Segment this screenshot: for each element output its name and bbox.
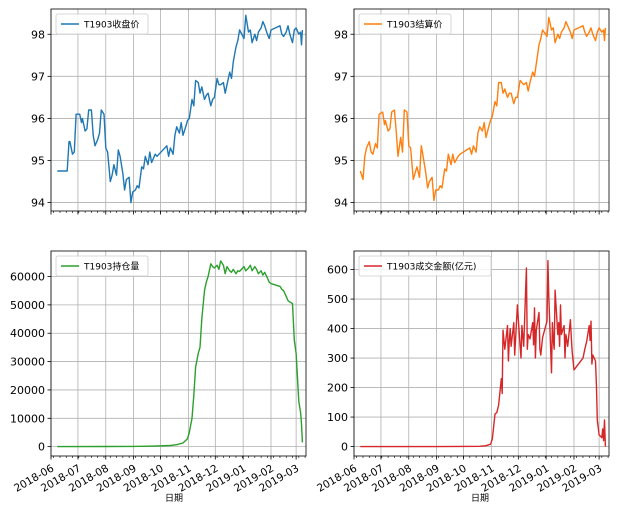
y-tick-label: 500 — [327, 293, 348, 306]
axes-frame — [353, 8, 610, 212]
y-tick-label: 0 — [38, 441, 45, 454]
axes-frame — [50, 250, 307, 457]
y-tick-label: 95 — [31, 155, 45, 168]
legend: T1903收盘价 — [55, 13, 149, 35]
plot-area — [354, 251, 609, 456]
y-tick-label: 0 — [341, 441, 348, 454]
legend: T1903成交金额(亿元) — [358, 255, 492, 277]
legend-label: T1903持仓量 — [83, 261, 139, 273]
legend-label: T1903结算价 — [386, 19, 442, 31]
y-tick-label: 94 — [334, 197, 348, 210]
legend-box — [55, 255, 149, 277]
plot-area — [51, 251, 306, 456]
y-tick-label: 60000 — [10, 271, 45, 284]
y-tick-label: 20000 — [10, 384, 45, 397]
turnover-chart: 2018-062018-072018-082018-092018-102018-… — [315, 250, 610, 495]
x-axis-label-right: 日期 — [471, 493, 489, 504]
y-tick-label: 97 — [31, 70, 45, 83]
y-tick-label: 97 — [334, 70, 348, 83]
y-tick-label: 96 — [334, 112, 348, 125]
legend-label: T1903成交金额(亿元) — [386, 261, 476, 273]
y-tick-label: 30000 — [10, 356, 45, 369]
open-interest-chart: 2018-062018-072018-082018-092018-102018-… — [10, 250, 307, 495]
plot-area — [354, 9, 609, 211]
y-tick-label: 10000 — [10, 412, 45, 425]
y-tick-label: 95 — [334, 155, 348, 168]
series-line — [57, 14, 304, 204]
y-tick-label: 200 — [327, 382, 348, 395]
plot-area — [51, 9, 306, 211]
legend-box — [358, 255, 492, 277]
axes-frame — [353, 250, 610, 457]
y-tick-label: 94 — [31, 197, 45, 210]
series-line — [359, 16, 607, 202]
y-tick-label: 100 — [327, 411, 348, 424]
y-tick-label: 40000 — [10, 327, 45, 340]
legend-box — [55, 13, 149, 35]
price-close-chart: 94 95 96 97 98 T1903收盘价 — [31, 8, 307, 215]
series-line — [360, 260, 607, 448]
y-tick-label: 98 — [31, 28, 45, 41]
legend: T1903持仓量 — [55, 255, 149, 277]
series-line — [57, 260, 304, 448]
legend: T1903结算价 — [358, 13, 452, 35]
y-tick-label: 50000 — [10, 299, 45, 312]
y-tick-label: 400 — [327, 323, 348, 336]
y-tick-label: 300 — [327, 352, 348, 365]
y-tick-label: 98 — [334, 28, 348, 41]
legend-label: T1903收盘价 — [83, 19, 139, 31]
y-tick-label: 96 — [31, 112, 45, 125]
x-axis-label-left: 日期 — [165, 493, 183, 504]
price-settle-chart: 94 95 96 97 98 T1903结算价 — [334, 8, 610, 215]
axes-frame — [50, 8, 307, 212]
y-tick-label: 600 — [327, 264, 348, 277]
legend-box — [358, 13, 452, 35]
